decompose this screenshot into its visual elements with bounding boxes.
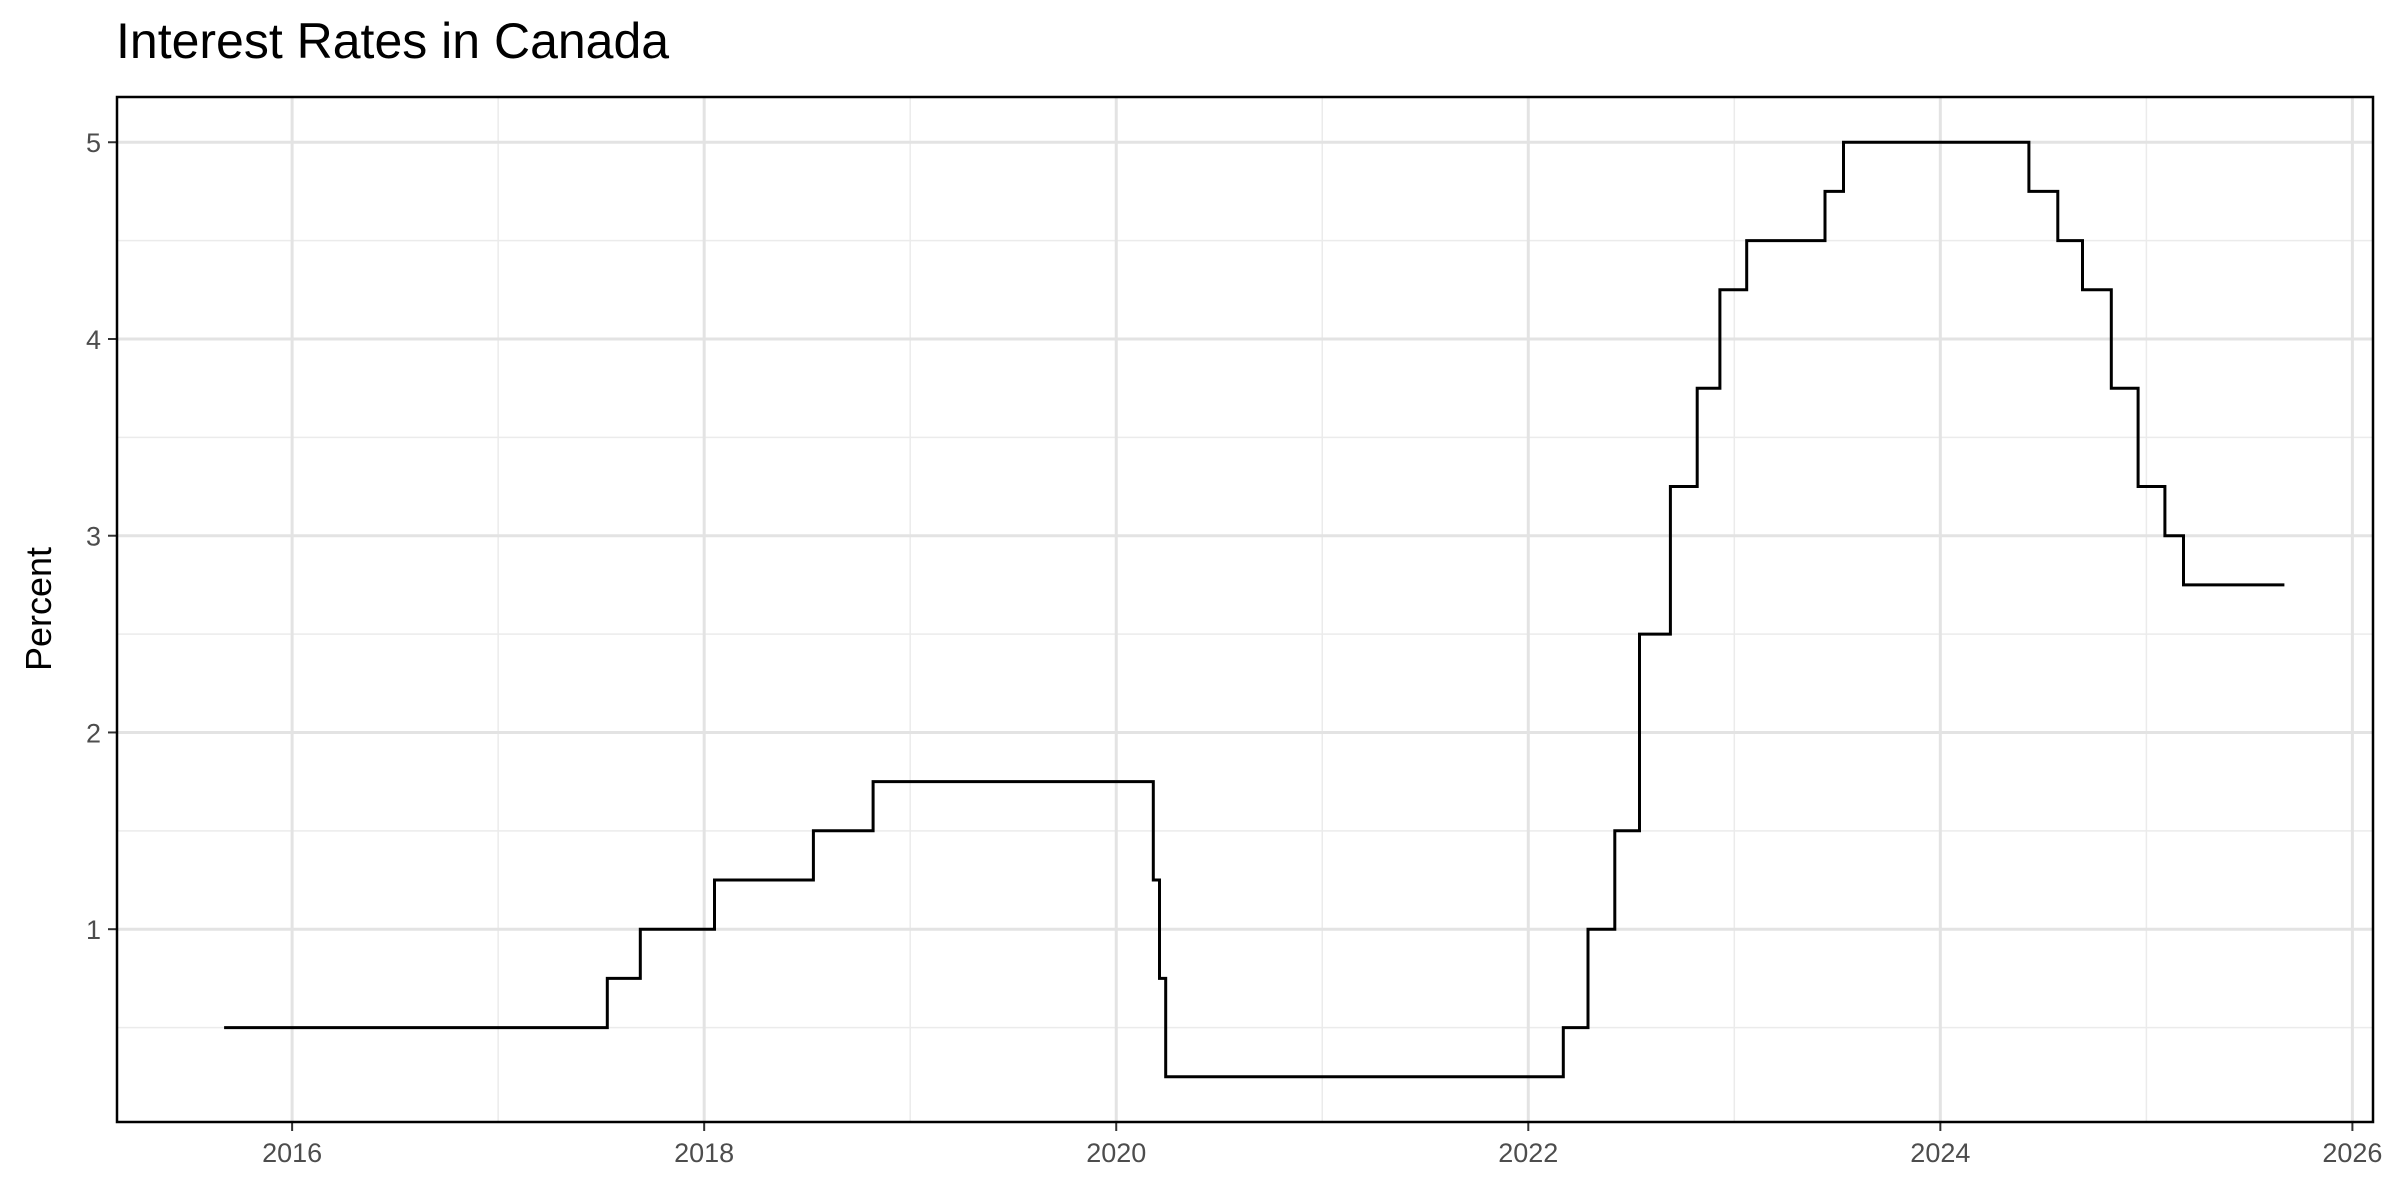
- series-line-interest-rate: [224, 140, 2285, 1079]
- axis-ticks: [108, 141, 2354, 1131]
- y-tick-label: 2: [86, 718, 101, 748]
- y-axis-label: Percent: [18, 547, 59, 671]
- y-tick-label: 5: [86, 128, 101, 158]
- x-tick-label: 2024: [1910, 1138, 1970, 1168]
- y-tick-labels: 1 2 3 4 5: [86, 128, 101, 945]
- chart-title: Interest Rates in Canada: [116, 13, 670, 69]
- grid-minor: [117, 97, 2373, 1122]
- plot-border: [115, 95, 2375, 1124]
- y-tick-label: 3: [86, 522, 101, 552]
- y-tick-label: 4: [86, 325, 101, 355]
- x-tick-label: 2022: [1498, 1138, 1558, 1168]
- x-tick-label: 2020: [1086, 1138, 1146, 1168]
- plot-background: [117, 97, 2373, 1122]
- x-tick-labels: 2016 2018 2020 2022 2024 2026: [262, 1138, 2382, 1168]
- grid-major: [117, 97, 2373, 1122]
- x-tick-label: 2026: [2322, 1138, 2382, 1168]
- x-tick-label: 2016: [262, 1138, 322, 1168]
- y-tick-label: 1: [86, 915, 101, 945]
- x-tick-label: 2018: [674, 1138, 734, 1168]
